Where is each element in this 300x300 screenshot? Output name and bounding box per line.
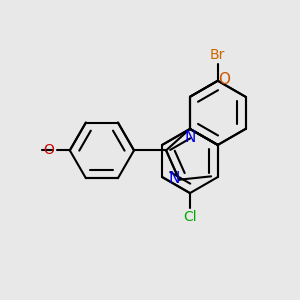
Text: Br: Br <box>210 48 226 62</box>
Text: O: O <box>44 143 54 158</box>
Text: N: N <box>184 130 196 146</box>
Text: Cl: Cl <box>183 210 197 224</box>
Text: O: O <box>218 72 230 87</box>
Text: N: N <box>168 171 179 186</box>
